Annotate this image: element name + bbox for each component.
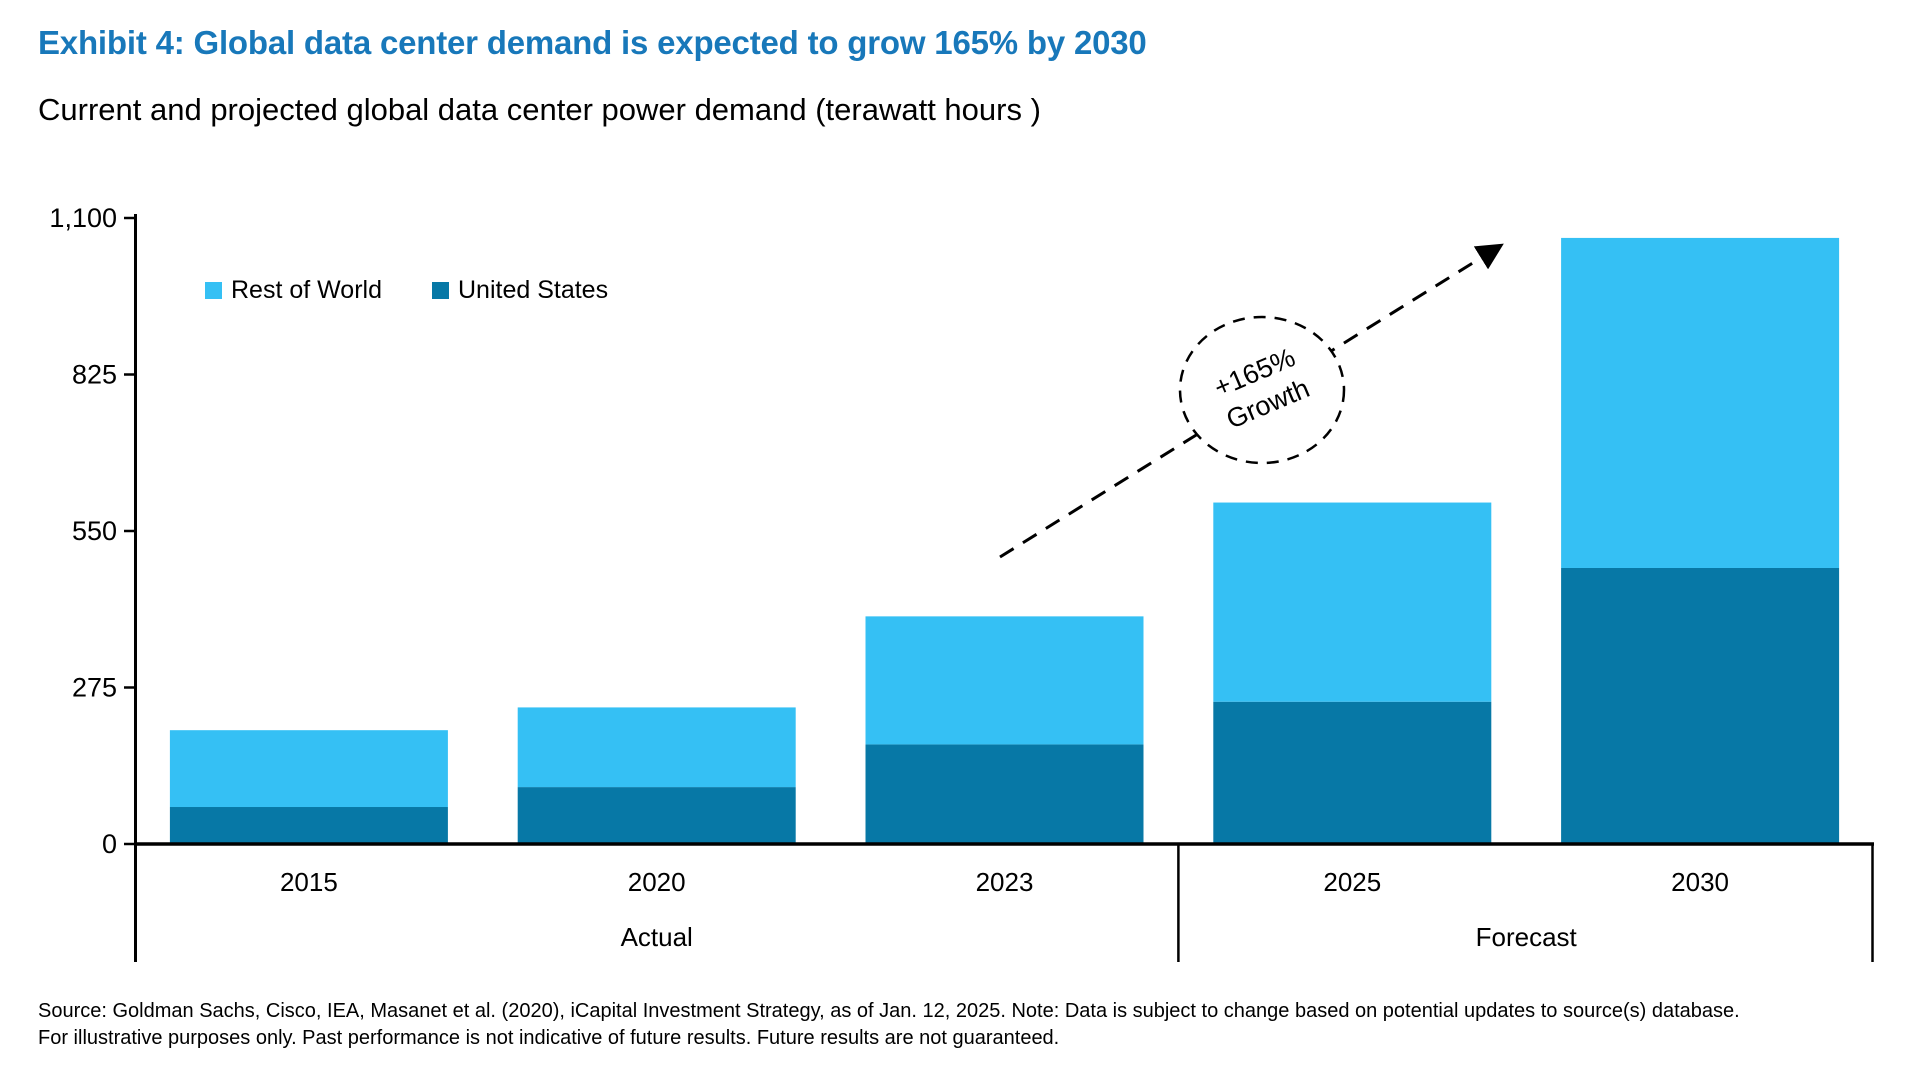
legend-label-rest-of-world: Rest of World	[231, 276, 382, 304]
bar-2020-united-states	[517, 787, 796, 844]
legend-label-united-states: United States	[457, 276, 609, 304]
bar-2015-united-states	[169, 807, 448, 844]
bars-layer	[169, 237, 1840, 844]
y-tick-label: 825	[72, 360, 117, 390]
bar-2025-united-states	[1213, 701, 1492, 844]
x-category-label-2023: 2023	[976, 867, 1034, 897]
group-label-forecast: Forecast	[1476, 922, 1578, 952]
y-tick-label: 1,100	[49, 203, 117, 233]
bar-2030-united-states	[1561, 567, 1840, 844]
source-line-1: Source: Goldman Sachs, Cisco, IEA, Masan…	[38, 1000, 1740, 1022]
rest-of-world-swatch-icon	[205, 282, 222, 299]
y-tick-label: 0	[102, 829, 117, 859]
axis-layer: 0 275 550 825 1,100 2015 2020 2023 2025 2030 Actua…	[49, 203, 1729, 962]
x-category-label-2030: 2030	[1671, 867, 1729, 897]
bar-2023-united-states	[865, 744, 1144, 844]
growth-annotation: +165% Growth	[999, 243, 1504, 559]
growth-arrow	[999, 243, 1504, 559]
chart-legend: Rest of World United States	[205, 276, 608, 305]
x-category-label-2020: 2020	[628, 867, 686, 897]
bar-2023-rest-of-world	[865, 616, 1144, 745]
group-label-actual: Actual	[621, 922, 693, 952]
y-tick-label: 275	[72, 673, 117, 703]
bar-2025-rest-of-world	[1213, 502, 1492, 702]
y-tick-label: 550	[72, 516, 117, 546]
bar-2015-rest-of-world	[169, 730, 448, 808]
source-note: Source: Goldman Sachs, Cisco, IEA, Masan…	[38, 998, 1740, 1052]
united-states-swatch-icon	[431, 282, 449, 299]
page-title: Exhibit 4: Global data center demand is …	[38, 24, 1147, 61]
bar-2030-rest-of-world	[1561, 237, 1840, 568]
legend-item-rest-of-world: Rest of World	[205, 276, 382, 305]
x-category-label-2025: 2025	[1323, 867, 1381, 897]
x-category-label-2015: 2015	[280, 867, 338, 897]
legend-item-united-states: United States	[431, 276, 609, 305]
bar-2020-rest-of-world	[517, 707, 796, 788]
source-line-2: For illustrative purposes only. Past per…	[38, 1027, 1060, 1049]
page-subtitle: Current and projected global data center…	[38, 92, 1041, 127]
growth-ellipse	[1178, 315, 1346, 465]
